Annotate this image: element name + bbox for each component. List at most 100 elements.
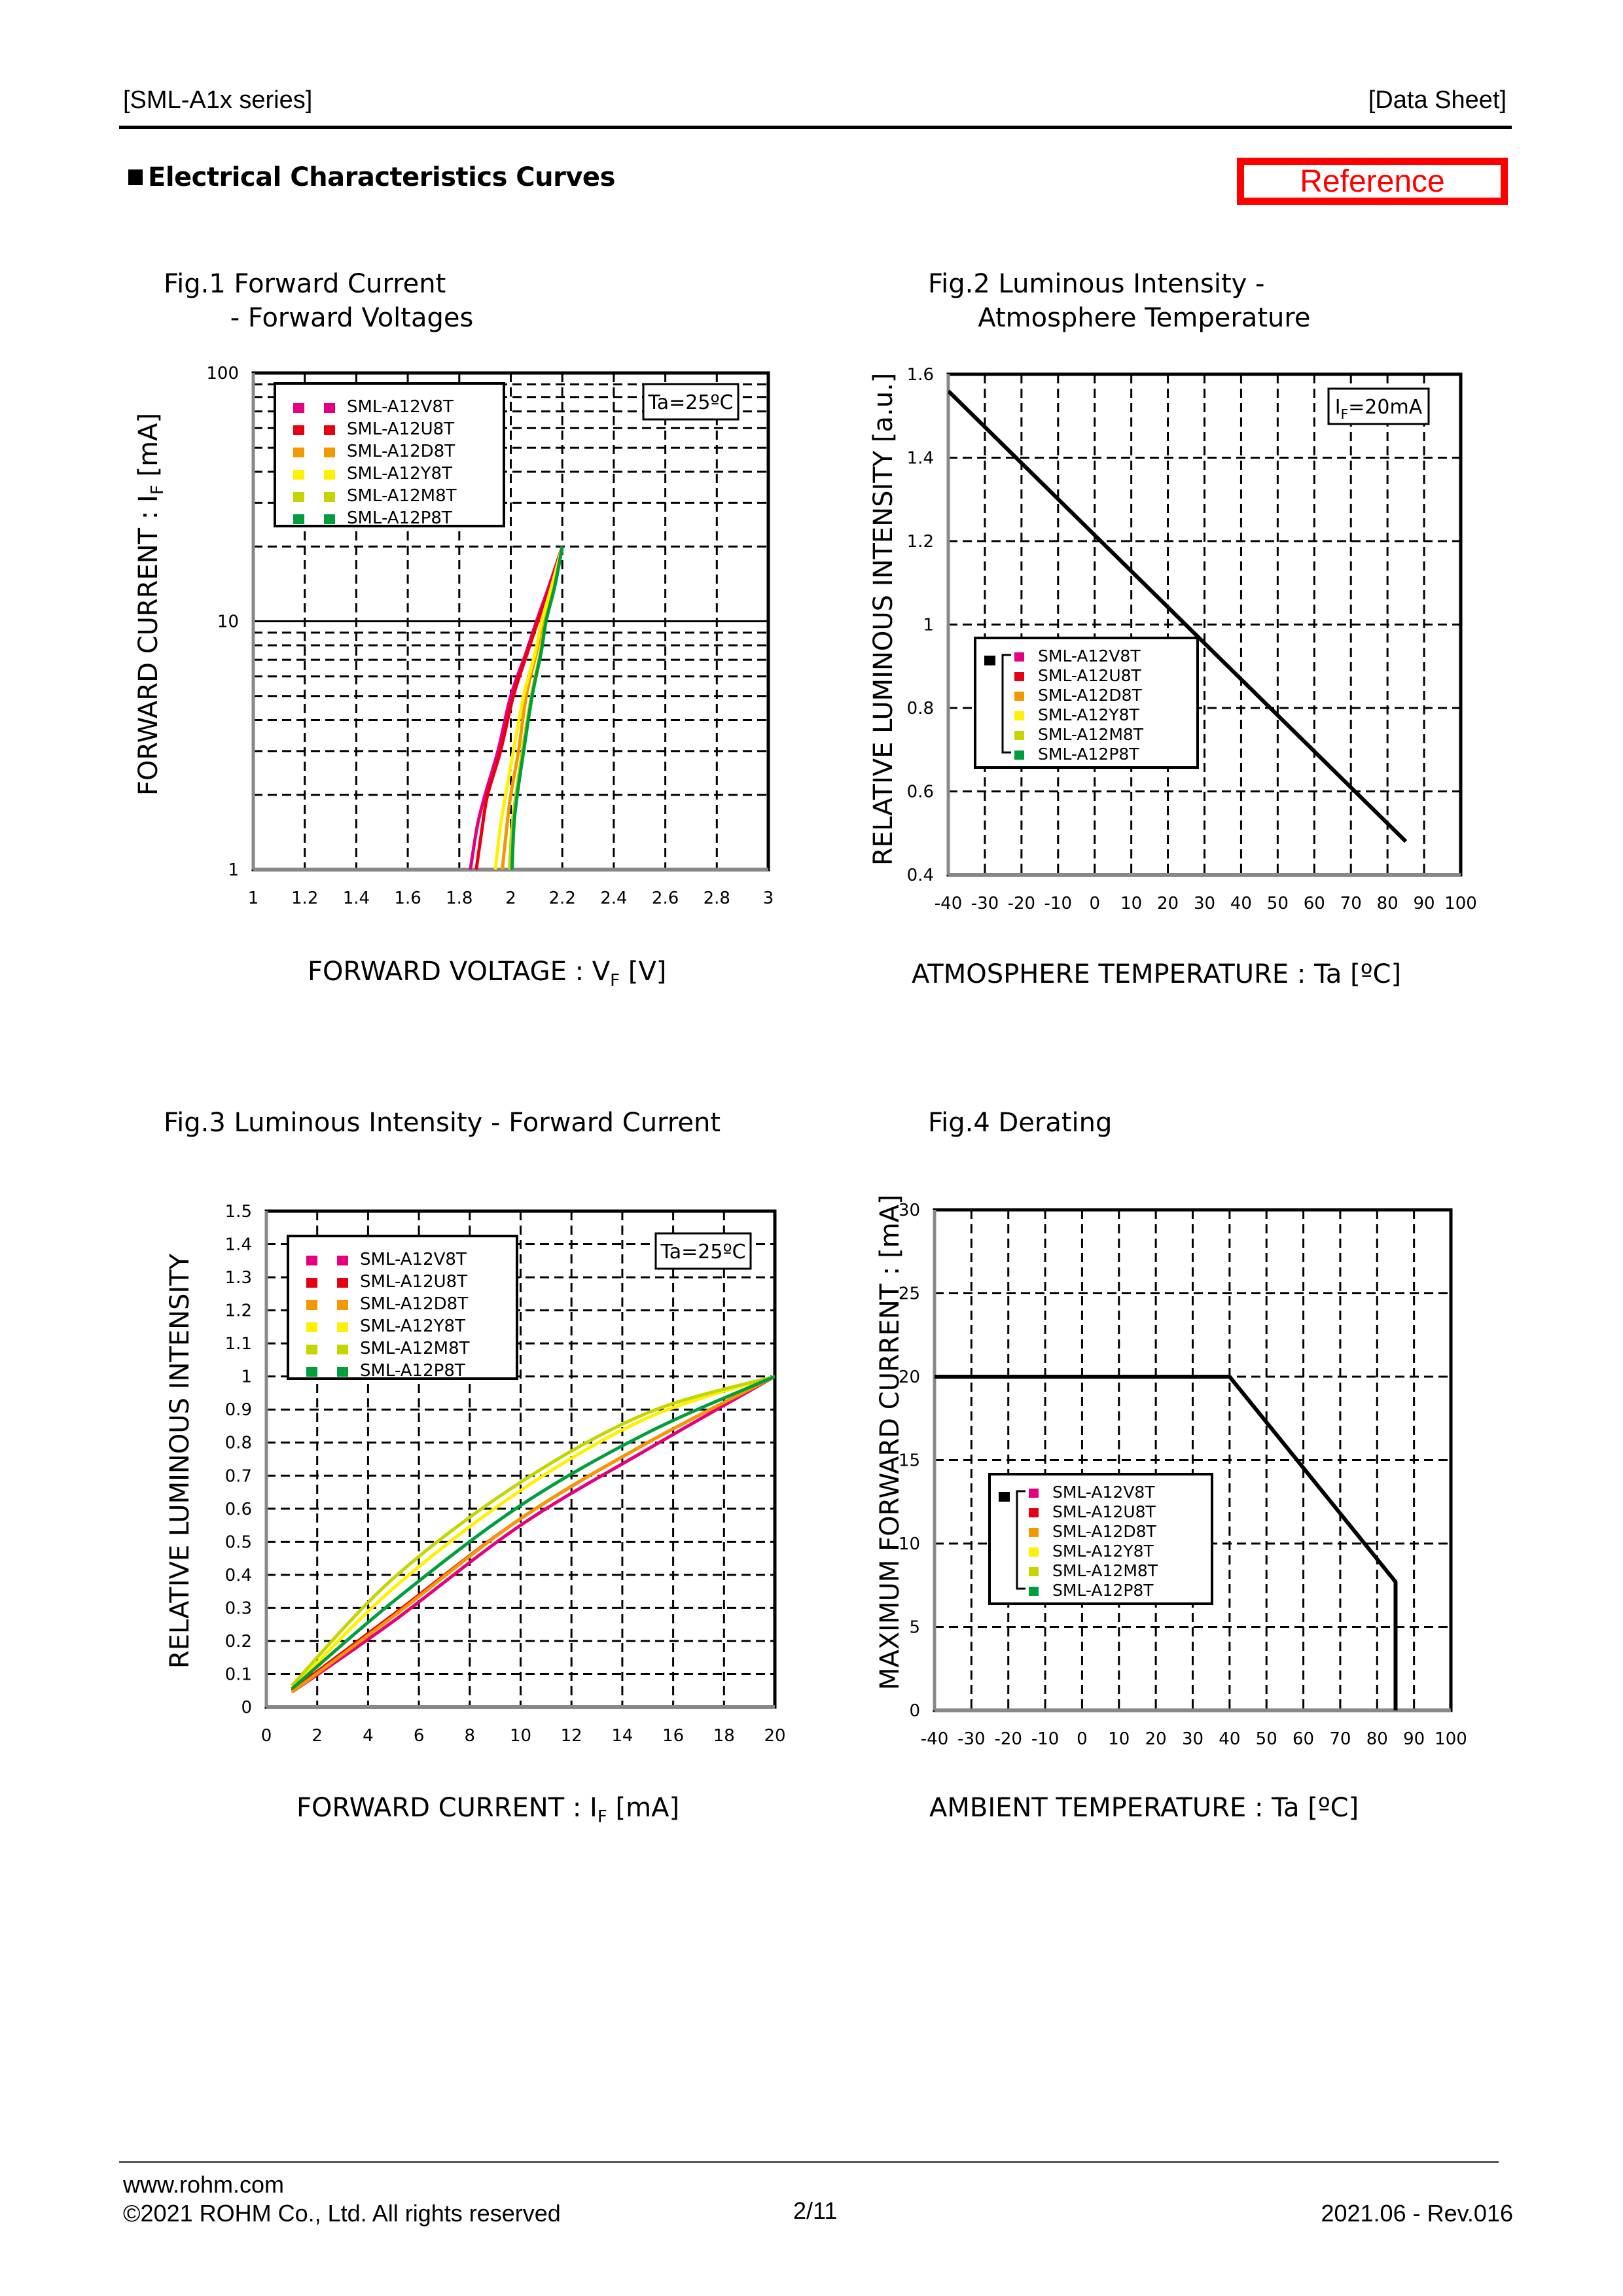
fig2-legend-swatch [1014,652,1024,662]
fig2-legend-label: SML-A12D8T [1038,686,1142,705]
fig3-legend-swatch [306,1256,317,1265]
fig1-legend-label: SML-A12M8T [347,486,457,506]
fig1-legend-swatch [293,514,304,524]
fig3-x-tick-label: 18 [713,1726,735,1746]
fig1-title-line1: Fig.1 Forward Current [164,269,446,299]
fig4-x-tick-label: -30 [957,1729,985,1749]
fig3-legend-swatch [337,1367,348,1377]
fig1-x-tick-label: 2.4 [600,889,627,908]
fig4-x-tick-label: 10 [1108,1729,1130,1749]
fig4-y-tick-label: 10 [899,1534,920,1554]
fig4-title: Fig.4 Derating [928,1108,1113,1138]
fig2-legend-label: SML-A12M8T [1038,725,1144,744]
fig4-legend-swatch [1029,1547,1039,1557]
fig1-x-tick-label: 1 [248,889,259,908]
fig3-title: Fig.3 Luminous Intensity - Forward Curre… [164,1108,721,1138]
fig4-x-tick-label: 60 [1293,1729,1314,1749]
fig2-y-tick-label: 1.6 [907,365,934,385]
fig1-series-sml-a12u8t [474,546,564,870]
fig3-y-tick-label: 0.9 [225,1400,252,1420]
fig1-legend-label: SML-A12Y8T [347,464,452,484]
fig2-x-tick-label: -10 [1044,894,1072,913]
fig3-legend-swatch [337,1322,348,1332]
fig2-legend-label: SML-A12V8T [1038,646,1141,665]
fig2-chart: -40 -30 -20 -10 0 10 20 30 40 50 60 70 80 90 100 0.4 0.6… [907,365,1477,913]
fig1-series-sml-a12m8t [508,546,564,870]
fig3-legend-swatch [306,1300,317,1310]
fig3-y-tick-label: 1.4 [225,1235,252,1255]
fig3-x-tick-label: 10 [510,1726,531,1746]
fig2-y-tick-label: 0.6 [907,783,934,802]
fig1-y-tick-label: 100 [206,364,239,383]
fig3-legend-swatch [306,1345,317,1354]
fig1-x-tick-label: 1.2 [291,889,318,908]
bullet-square-icon [128,169,143,185]
fig2-legend-label: SML-A12U8T [1038,666,1142,685]
fig4-legend-label: SML-A12P8T [1052,1581,1154,1600]
fig3-x-tick-label: 2 [312,1726,323,1746]
fig2-legend-swatch [1014,692,1024,701]
fig1-y-tick-label: 1 [228,860,239,880]
fig1-title-line2: - Forward Voltages [164,303,474,333]
fig3-y-tick-label: 0.8 [225,1434,252,1453]
footer-copyright: ©2021 ROHM Co., Ltd. All rights reserved [123,2200,561,2227]
fig4-y-tick-label: 30 [899,1201,920,1220]
fig1-chart: 1 1.2 1.4 1.6 1.8 2 2.2 2.4 2.6 2.8 3 1 10 100 Ta=25ºC… [206,364,774,908]
fig1-legend [274,382,505,527]
fig3-y-tick-label: 0.6 [225,1500,252,1519]
fig2-title: Fig.2 Luminous Intensity - Atmosphere Te… [928,267,1311,335]
fig1-series-sml-a12p8t [510,546,564,870]
series-header: [SML-A1x series] [123,86,313,114]
fig2-annotation-box [1327,387,1430,425]
fig3-legend-label: SML-A12M8T [360,1339,470,1358]
fig1-legend-swatch [324,470,335,480]
fig4-series-all-sml-a12v8t-u8t-d8t-y8t-m8t-p8t- [935,1375,1398,1710]
fig3-y-tick-label: 0.7 [225,1466,252,1486]
fig3-legend-label: SML-A12D8T [360,1294,468,1314]
fig4-x-tick-label: -20 [994,1729,1022,1749]
fig3-x-tick-label: 16 [662,1726,684,1746]
fig1-x-tick-label: 1.8 [446,889,473,908]
footer-url[interactable]: www.rohm.com [123,2171,285,2198]
doc-type-header: [Data Sheet] [1368,86,1507,114]
section-title: Electrical Characteristics Curves [128,162,615,192]
fig1-xlabel-text: FORWARD VOLTAGE : V [308,957,611,987]
fig1-x-tick-label: 1.6 [394,889,421,908]
fig4-legend-label: SML-A12V8T [1052,1483,1155,1502]
fig1-legend-label: SML-A12U8T [347,419,454,439]
fig4-legend-label: SML-A12D8T [1052,1522,1156,1541]
fig3-y-tick-label: 0.5 [225,1532,252,1552]
fig2-x-tick-label: 90 [1414,894,1435,913]
fig3-series-sml-a12v8t [291,1375,775,1694]
fig4-x-tick-label: -40 [921,1729,948,1749]
fig2-x-tick-label: 80 [1377,894,1399,913]
fig2-y-tick-label: 1.2 [907,532,934,552]
fig4-legend-swatch [1029,1587,1039,1596]
revision-info: 2021.06 - Rev.016 [1321,2200,1513,2227]
fig1-legend-label: SML-A12P8T [347,508,452,528]
fig2-legend [974,637,1199,769]
fig3-y-tick-label: 0.3 [225,1598,252,1618]
fig1-x-tick-label: 3 [763,889,774,908]
reference-badge: Reference [1237,158,1508,205]
fig3-legend-label: SML-A12Y8T [360,1316,465,1336]
fig3-y-tick-label: 1.2 [225,1301,252,1321]
fig1-x-tick-label: 2.6 [652,889,679,908]
fig3-series-sml-a12d8t [291,1375,775,1694]
fig1-legend-swatch [324,403,335,413]
fig2-x-tick-label: 50 [1267,894,1289,913]
fig1-legend-swatch [324,514,335,524]
fig2-y-tick-label: 1.4 [907,449,934,468]
fig4-legend-bracket [1016,1490,1026,1590]
fig3-legend-swatch [337,1345,348,1354]
fig3-y-tick-label: 1.3 [225,1268,252,1288]
fig2-title-line1: Fig.2 Luminous Intensity - [928,269,1265,299]
fig3-y-tick-label: 1.5 [225,1202,252,1222]
fig1-x-axis-label: FORWARD VOLTAGE : VF [V] [308,957,666,991]
fig2-legend-label: SML-A12P8T [1038,745,1139,764]
fig4-legend-swatch [1029,1567,1039,1576]
header-divider [119,126,1512,129]
fig4-legend-swatch [1029,1508,1039,1517]
fig3-x-axis-label: FORWARD CURRENT : IF [mA] [296,1793,679,1827]
fig3-x-tick-label: 12 [561,1726,582,1746]
